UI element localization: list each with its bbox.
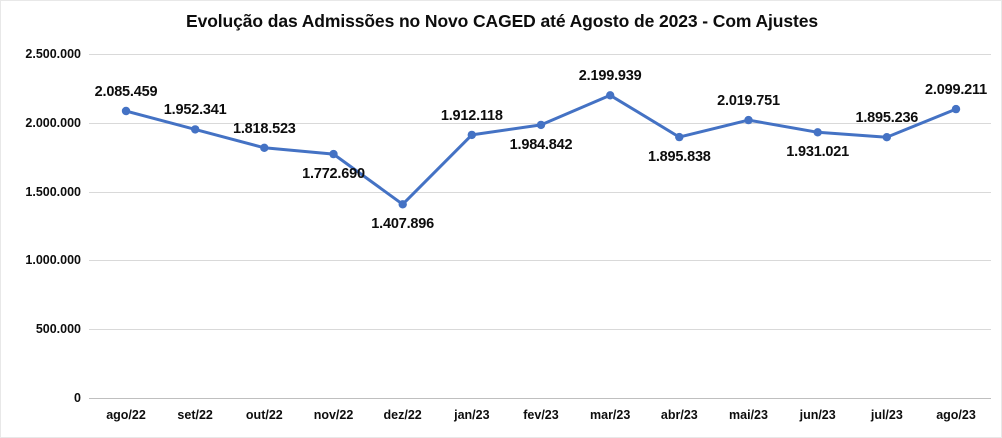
data-point-marker (260, 143, 269, 152)
gridline (89, 191, 991, 193)
data-point-marker (467, 130, 476, 140)
data-point-label: 2.199.939 (578, 68, 642, 85)
x-axis-tick-label: mai/23 (729, 408, 768, 422)
y-axis-tick-label: 1.500.000 (25, 184, 81, 199)
data-point-marker (675, 132, 684, 142)
y-axis-tick-label: 2.000.000 (25, 115, 81, 130)
x-axis-line (89, 398, 991, 399)
data-point-marker (606, 91, 615, 100)
data-point-marker (951, 104, 961, 114)
y-axis-tick-label: 2.500.000 (25, 47, 81, 61)
gridline (89, 260, 991, 262)
data-point-label: 2.085.459 (94, 84, 158, 101)
data-point-label: 1.912.118 (440, 107, 503, 124)
x-axis-tick-label: fev/23 (523, 408, 559, 422)
x-axis-tick-label: dez/22 (383, 408, 422, 422)
y-axis-tick-label: 500.000 (35, 322, 81, 337)
x-axis-tick-label: jun/23 (799, 408, 836, 422)
data-point-label: 1.895.236 (855, 110, 919, 127)
y-axis-tick-label: 0 (74, 391, 81, 405)
data-point-label: 1.895.838 (647, 149, 711, 166)
data-point-label: 1.984.842 (509, 136, 573, 153)
x-axis-tick-label: mar/23 (590, 408, 631, 422)
gridline (89, 54, 991, 55)
x-axis-tick-label: abr/23 (660, 408, 698, 422)
data-point-marker (882, 133, 891, 142)
data-point-label: 1.407.896 (371, 216, 435, 233)
data-point-marker (121, 106, 131, 116)
x-axis-tick-label: jan/23 (454, 408, 490, 422)
data-point-marker (191, 125, 200, 134)
gridline (89, 329, 991, 331)
data-point-label: 1.931.021 (786, 144, 850, 161)
chart-title: Evolução das Admissões no Novo CAGED até… (186, 11, 818, 31)
data-point-marker (398, 200, 407, 209)
data-point-marker (329, 149, 338, 159)
x-axis-tick-label: nov/22 (313, 408, 354, 422)
x-axis-tick-label: ago/23 (936, 408, 976, 422)
x-axis-tick-label: ago/22 (106, 408, 146, 422)
x-axis-tick-label: jul/23 (870, 408, 903, 422)
x-axis-tick-label: set/22 (177, 408, 213, 422)
data-point-label: 2.019.751 (717, 93, 780, 110)
y-axis-tick-label: 1.000.000 (25, 253, 81, 268)
data-point-label: 1.952.341 (163, 102, 227, 119)
data-point-marker (813, 128, 822, 137)
x-axis-tick-label: out/22 (245, 408, 283, 422)
data-point-label: 1.818.523 (232, 120, 296, 137)
data-point-label: 1.772.690 (302, 166, 365, 183)
data-point-label: 2.099.211 (925, 82, 987, 99)
